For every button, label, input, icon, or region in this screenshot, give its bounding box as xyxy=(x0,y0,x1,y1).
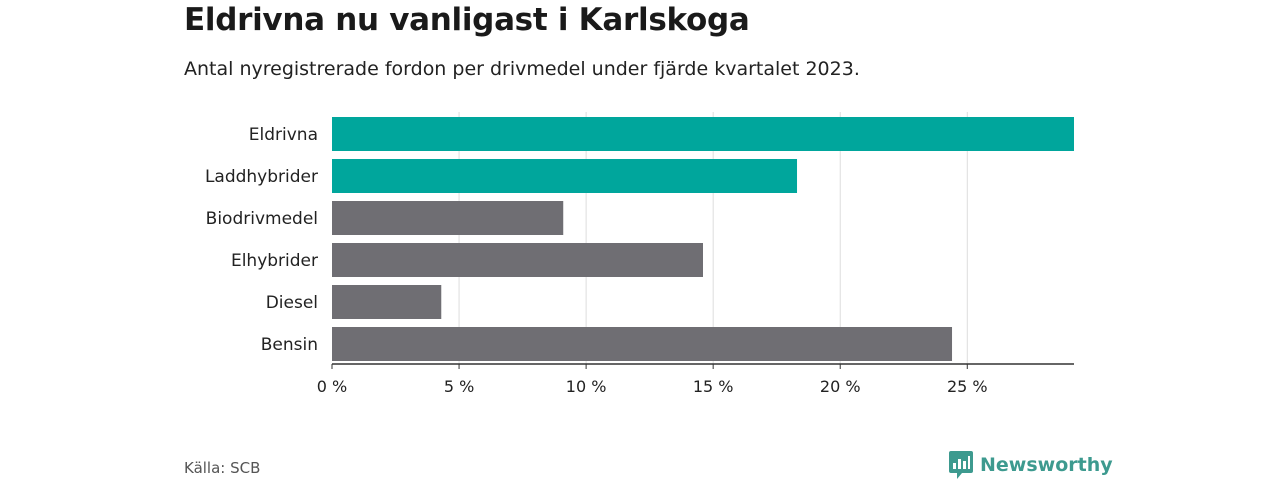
chart-subtitle: Antal nyregistrerade fordon per drivmede… xyxy=(184,58,860,80)
bar xyxy=(332,285,442,319)
category-label: Laddhybrider xyxy=(205,167,318,187)
bar xyxy=(332,243,703,277)
x-axis-ticks: 0 % 5 % 10 % 15 % 20 % 25 % xyxy=(317,364,988,396)
category-label: Diesel xyxy=(266,293,318,313)
bar xyxy=(332,201,564,235)
source-note: Källa: SCB xyxy=(184,459,261,477)
brand-name: Newsworthy xyxy=(980,454,1113,476)
x-tick-label: 15 % xyxy=(693,377,734,396)
x-tick-label: 5 % xyxy=(444,377,474,396)
x-tick-label: 25 % xyxy=(947,377,988,396)
bar-chart-speech-bubble-icon xyxy=(949,451,973,479)
category-label: Elhybrider xyxy=(231,251,318,271)
x-tick-label: 20 % xyxy=(820,377,861,396)
category-label: Bensin xyxy=(261,335,318,355)
bars xyxy=(332,117,1074,361)
category-label: Biodrivmedel xyxy=(206,209,318,229)
chart-title: Eldrivna nu vanligast i Karlskoga xyxy=(184,2,750,38)
bar xyxy=(332,159,798,193)
category-label: Eldrivna xyxy=(249,125,318,145)
bar xyxy=(332,327,953,361)
x-tick-label: 10 % xyxy=(566,377,607,396)
category-labels: Eldrivna Laddhybrider Biodrivmedel Elhybrid… xyxy=(205,125,318,355)
bar xyxy=(332,117,1074,151)
x-tick-label: 0 % xyxy=(317,377,347,396)
brand-logo: Newsworthy xyxy=(948,450,1113,480)
grid-lines xyxy=(458,112,968,364)
